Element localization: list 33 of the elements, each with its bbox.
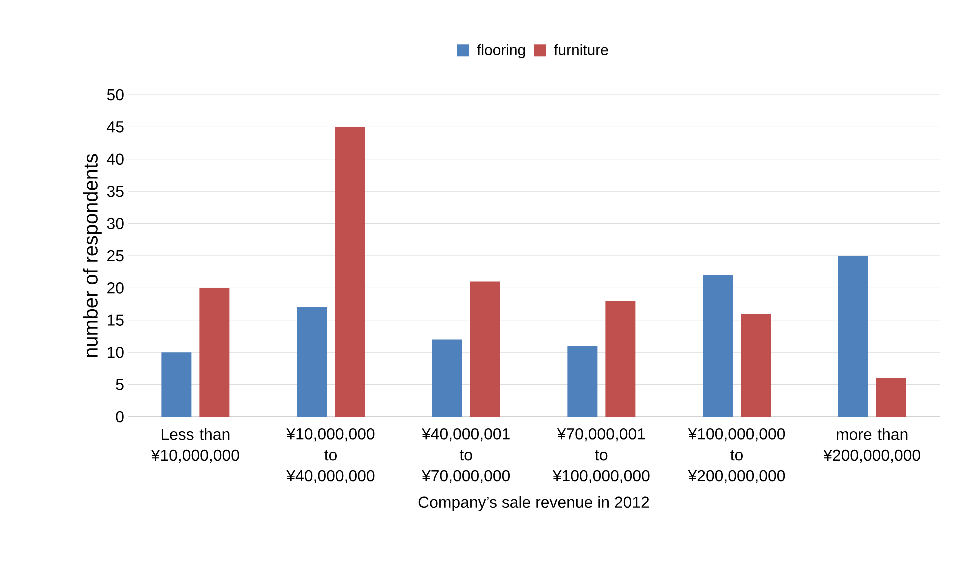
y-tick-label: 40 [107,154,124,166]
bar [568,346,598,417]
y-tick-label: 20 [108,282,124,294]
legend-label: flooring [477,44,526,58]
x-tick-label: ¥40,000,001 to ¥70,000,000 [422,428,510,484]
bar [162,352,192,417]
bar [335,127,366,417]
bar [470,282,500,417]
bar [703,275,734,417]
y-tick-label: 35 [107,186,124,198]
bar [200,288,230,417]
y-tick-label: 10 [108,346,124,358]
bar [876,378,906,417]
y-tick-label: 50 [107,89,124,101]
bar [838,256,868,417]
y-tick-label: 45 [107,122,124,133]
legend-label: furniture [554,44,608,56]
bar [432,340,462,417]
y-tick-label: 30 [107,218,124,230]
x-tick-label: more than ¥200,000,000 [824,428,920,464]
x-axis-title: Company’s sale revenue in 2012 [418,496,650,512]
y-tick-label: 0 [116,411,124,423]
y-tick-label: 5 [116,379,124,390]
x-tick-label: Less than ¥10,000,000 [151,428,240,464]
x-tick-label: ¥100,000,000 to ¥200,000,000 [688,428,786,484]
y-axis-title: number of respondents [83,154,102,358]
x-tick-label: ¥10,000,000 to ¥40,000,000 [286,428,375,484]
y-tick-label: 25 [108,250,124,262]
bar [297,308,328,417]
bar [741,314,772,417]
bar [606,301,636,417]
y-tick-label: 15 [108,314,124,326]
x-tick-label: ¥70,000,001 to ¥100,000,000 [552,428,650,484]
